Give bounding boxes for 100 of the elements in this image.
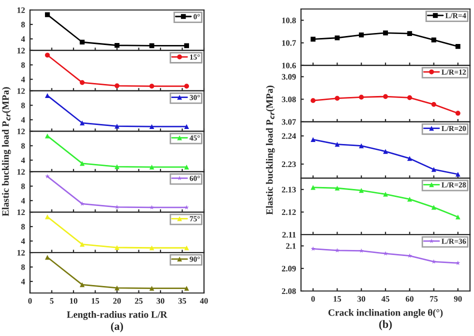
y-tick-label: 4 <box>21 158 25 164</box>
point <box>184 286 190 291</box>
point <box>44 254 50 260</box>
x-tick-label: 30 <box>358 296 366 302</box>
point <box>80 282 85 288</box>
y-tick-label: 2.23 <box>282 161 296 168</box>
point <box>184 245 190 250</box>
point <box>334 248 340 252</box>
point <box>359 248 364 253</box>
y-tick-label: 8 <box>21 102 25 108</box>
point <box>310 36 316 42</box>
point <box>184 205 189 210</box>
point <box>310 246 316 251</box>
x-tick-label: 30 <box>156 298 164 304</box>
point <box>149 164 154 170</box>
y-tick-label: 8 <box>21 264 25 270</box>
x-tick-label: 75 <box>430 296 438 302</box>
point <box>334 142 340 147</box>
point <box>114 83 120 88</box>
y-tick-label: 8 <box>21 184 25 190</box>
y-tick-label: 2.13 <box>282 186 296 192</box>
point <box>407 95 412 100</box>
point <box>334 96 340 101</box>
y-tick-label: 2.24 <box>282 133 296 139</box>
point <box>149 205 154 210</box>
y-tick-label: 2.11 <box>282 232 296 238</box>
y-tick-label: 12 <box>17 169 25 175</box>
point <box>114 245 120 250</box>
y-tick-label: 4 <box>21 278 25 284</box>
y-tick-label: 4 <box>21 198 25 204</box>
point <box>149 84 154 89</box>
y-tick-label: 12 <box>17 250 25 256</box>
point <box>334 186 340 191</box>
point <box>44 214 50 220</box>
x-tick-label: 10 <box>70 298 78 304</box>
point <box>456 214 460 220</box>
x-axis-title: Crack inclination angle θ(°) <box>328 308 443 318</box>
point <box>431 167 436 172</box>
point <box>383 94 388 99</box>
point <box>114 286 120 290</box>
point <box>44 12 50 18</box>
point <box>44 134 50 138</box>
point <box>358 188 364 193</box>
y-tick-label: 3.07 <box>282 119 296 125</box>
y-tick-label: 8 <box>21 224 25 230</box>
y-tick-label: 8 <box>21 22 25 28</box>
point <box>310 137 316 142</box>
text: (a) <box>111 322 123 332</box>
point <box>45 174 50 178</box>
y-axis-title: Elastic buckling load P$_{cr}$(MPa) <box>2 87 11 216</box>
point <box>44 52 50 58</box>
point <box>44 93 50 98</box>
point <box>310 98 316 104</box>
point <box>407 156 412 161</box>
point <box>383 30 388 36</box>
point <box>80 120 85 126</box>
point <box>184 124 190 130</box>
y-tick-label: 4 <box>21 36 25 42</box>
y-tick-label: 2.12 <box>282 209 296 216</box>
x-tick-label: 45 <box>381 296 390 302</box>
point <box>431 37 436 42</box>
point <box>456 110 460 116</box>
y-tick-label: 2.09 <box>282 266 296 272</box>
y-tick-label: 10.8 <box>282 18 296 24</box>
y-tick-label: 3.08 <box>282 96 296 102</box>
x-axis-title: Length-radius ratio L/R <box>66 310 168 320</box>
x-tick-label: 35 <box>178 298 186 304</box>
x-tick-label: 25 <box>134 298 143 304</box>
x-tick-label: 0 <box>311 296 315 302</box>
point <box>80 242 85 247</box>
point <box>80 80 85 85</box>
y-tick-label: 12 <box>17 7 25 13</box>
point <box>358 32 364 38</box>
y-tick-label: 12 <box>17 210 25 216</box>
y-tick-label: 10.7 <box>282 40 296 46</box>
y-tick-label: 8 <box>21 143 25 149</box>
x-tick-label: 90 <box>454 296 462 302</box>
y-tick-label: 8 <box>21 62 25 68</box>
point <box>431 102 436 107</box>
x-tick-label: 60 <box>406 296 414 302</box>
x-tick-label: 15 <box>92 298 100 304</box>
x-tick-label: 20 <box>113 298 121 304</box>
y-tick-label: 4 <box>21 117 25 123</box>
y-tick-label: 10.6 <box>282 62 296 68</box>
y-tick-label: 4 <box>21 238 25 244</box>
point <box>358 143 364 148</box>
y-tick-label: 2.08 <box>282 288 296 294</box>
point <box>149 124 154 130</box>
point <box>80 201 85 206</box>
point <box>358 94 364 100</box>
point <box>334 35 340 40</box>
x-tick-label: 5 <box>50 298 54 304</box>
y-tick-label: 12 <box>17 48 25 54</box>
point <box>310 185 316 190</box>
point <box>184 164 190 170</box>
point <box>149 245 154 250</box>
point <box>456 172 460 177</box>
text: (b) <box>379 320 392 330</box>
point <box>184 43 190 48</box>
y-tick-label: 4 <box>21 76 25 82</box>
